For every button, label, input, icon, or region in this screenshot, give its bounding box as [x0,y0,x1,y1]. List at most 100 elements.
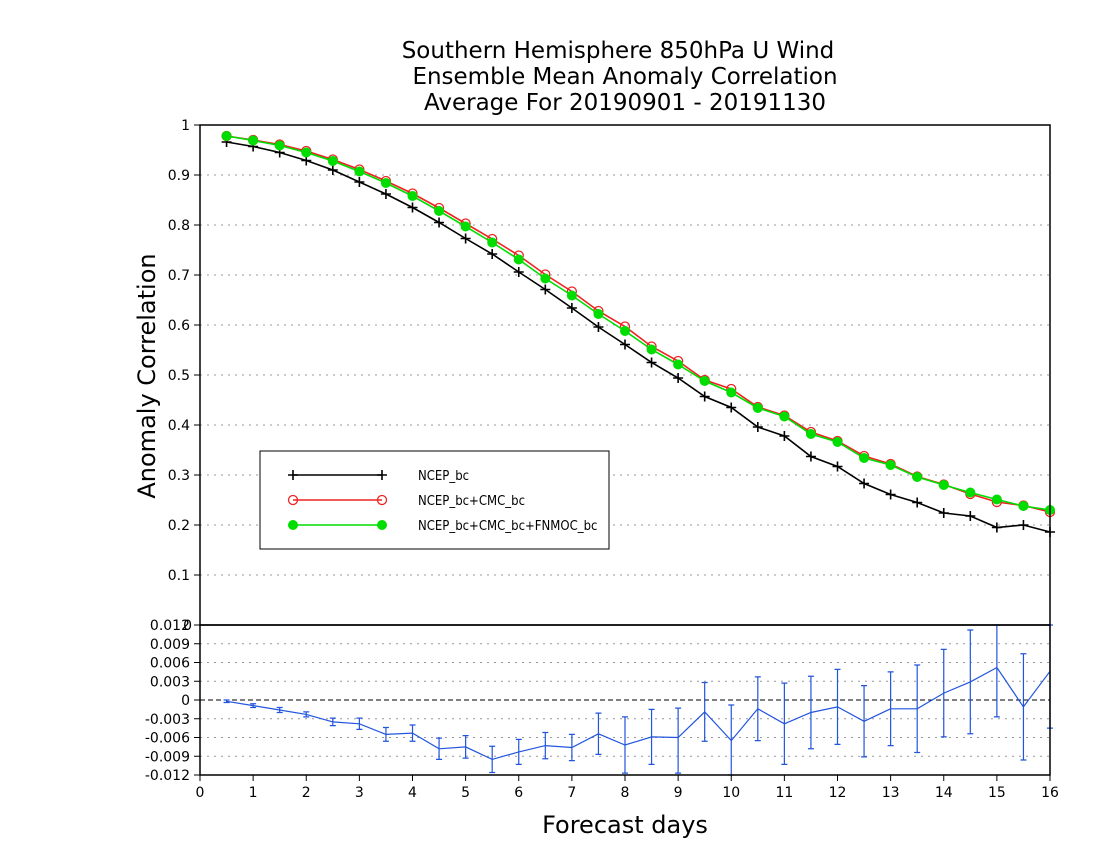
x-tick-label: 4 [408,785,417,801]
x-tick-label: 2 [302,785,311,801]
x-tick-label: 13 [882,785,900,801]
data-point [779,411,790,422]
data-point [646,357,657,368]
difference-line [226,666,1051,761]
error-bar [356,717,363,730]
lower-y-tick-label: 0 [181,693,190,709]
data-point [938,508,949,518]
error-bar [276,706,283,714]
data-point [885,460,896,470]
error-bar [436,737,443,760]
x-tick-label: 15 [988,785,1006,801]
data-point [938,480,949,490]
error-bar [807,675,814,750]
chart-title-line-1: Southern Hemisphere 850hPa U Wind [402,38,835,64]
data-point [752,403,763,413]
error-bar [1020,653,1027,761]
data-point [248,135,259,146]
lower-y-tick-label: 0.009 [150,637,190,653]
error-bar [861,685,868,758]
lower-y-tick-label: -0.009 [145,749,190,765]
data-point [699,391,710,402]
legend-marker [288,520,298,530]
error-bar [914,664,921,754]
error-bar [250,703,257,709]
x-tick-label: 10 [722,785,740,801]
error-bar [382,726,389,742]
x-tick-label: 0 [196,785,205,801]
series-0 [221,137,1055,537]
data-point [1018,520,1029,530]
x-axis-label: Forecast days [542,811,708,839]
data-point [912,472,923,482]
data-point [513,254,524,265]
legend-marker [377,470,387,480]
data-point [460,233,471,244]
data-point [620,326,630,336]
data-point [965,487,976,498]
data-point [726,402,737,413]
data-point [805,429,816,439]
upper-y-tick-label: 0.1 [168,568,190,584]
y-axis-label: Anomaly Correlation [133,253,161,498]
data-point [566,290,577,301]
lower-panel: -0.012 -0.009 -0.006 -0.003 0 0.003 0.006 0.009… [145,618,1053,784]
data-point [832,437,843,447]
error-bar [515,738,522,765]
error-bar [568,733,575,762]
upper-y-tick-label: 0.9 [168,168,190,184]
data-point [779,431,790,441]
data-point [487,237,498,248]
upper-y-tick-label: 0.4 [168,418,190,434]
legend-marker [288,470,298,480]
upper-y-tick-label: 0.8 [168,218,190,234]
error-bar [622,716,628,774]
x-tick-label: 16 [1041,785,1059,801]
error-bar [834,668,841,745]
legend-entry-1: NCEP_bc+CMC_bc [287,494,525,509]
series-line [226,141,1051,533]
data-point [434,217,445,228]
lower-y-tick-label: -0.012 [145,768,190,784]
data-point [752,422,763,432]
x-tick-label: 1 [249,785,258,801]
x-tick-label: 8 [621,785,630,801]
x-tick-label: 14 [935,785,953,801]
data-point [540,273,551,284]
data-point [354,177,365,187]
data-point [593,322,604,332]
series-2 [221,131,1055,515]
x-tick-label: 3 [355,785,364,801]
data-point [912,497,923,508]
data-point [832,461,843,472]
upper-y-ticks: 0.1 0.2 0.3 0.4 0.5 0.6 0.7 0.8 0.9 1 [168,118,200,626]
data-point [885,489,896,500]
error-bar [595,712,602,755]
data-point [540,284,551,295]
upper-panel: 0.1 0.2 0.3 0.4 0.5 0.6 0.7 0.8 0.9 1 [168,118,1056,626]
error-bar [462,735,469,759]
data-point [434,206,445,216]
upper-y-tick-label: 0.3 [168,468,190,484]
error-bar [940,648,947,738]
legend-entry-2: NCEP_bc+CMC_bc+FNMOC_bc [288,519,597,534]
error-bar [303,711,310,718]
legend: NCEP_bc NCEP_bc+CMC_bc NCEP_bc+CMC_bc+FNMO… [259,450,610,550]
error-bar [223,699,230,704]
data-point [620,339,630,350]
data-point [354,166,365,177]
error-bar [542,731,549,760]
data-point [380,189,391,199]
lower-y-tick-label: 0.003 [150,674,190,690]
error-bar [675,707,682,774]
data-point [513,267,524,277]
error-bar [754,676,761,742]
data-point [699,376,710,386]
lower-y-tick-label: -0.003 [145,712,190,728]
upper-y-tick-label: 0.2 [168,518,190,534]
upper-y-tick-label: 0.6 [168,318,190,334]
data-point [965,511,976,521]
upper-y-tick-label: 1 [181,118,190,134]
error-bar [329,717,336,727]
